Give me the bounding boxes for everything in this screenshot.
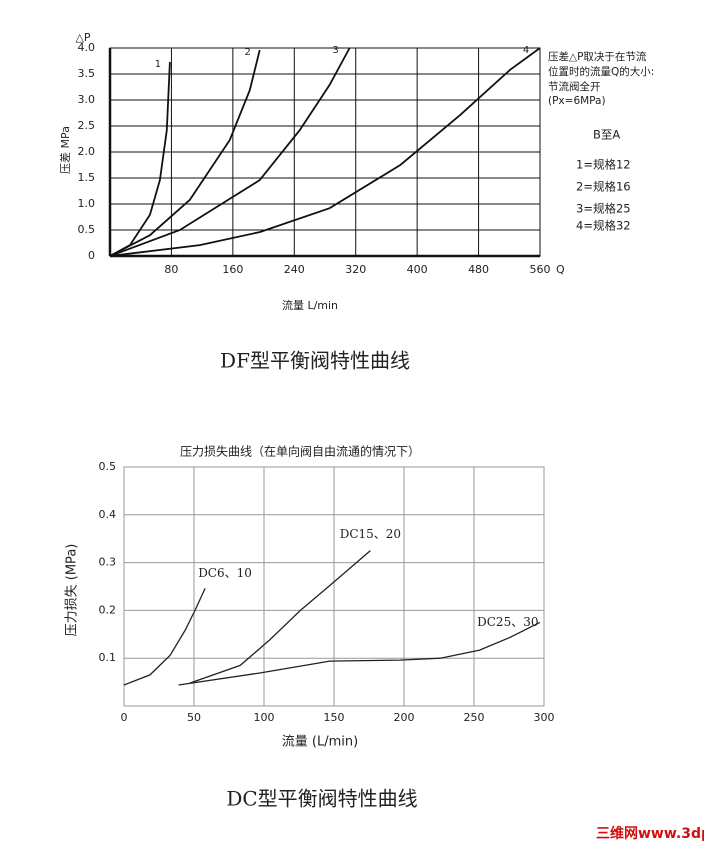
y-axis-label: 压力损失 (MPa) [65,544,80,637]
y-tick-label: 1.5 [78,171,96,184]
x-tick-label: 160 [222,263,243,276]
series-line [109,61,171,257]
x-tick-label: 50 [187,711,201,724]
y-tick-label: 2.0 [78,145,96,158]
x-tick-label: 80 [164,263,178,276]
y-tick-label: 1.0 [78,197,96,210]
annotation: 1=规格12 [576,158,631,172]
x-tick-label: 150 [324,711,345,724]
y-tick-label: 0.5 [99,460,117,473]
y-tick-label: 4.0 [78,41,96,54]
x-tick-label: 400 [407,263,428,276]
x-tick-label: 0 [121,711,128,724]
caption: DC型平衡阀特性曲线 [226,787,417,811]
caption: DF型平衡阀特性曲线 [220,349,410,373]
x-tick-label: 100 [254,711,275,724]
x-tick-label: 320 [345,263,366,276]
series-line [178,621,541,686]
series-line [109,49,261,257]
y-tick-label: 3.5 [78,67,96,80]
y-tick-label: 0.4 [99,508,117,521]
y-tick-label: 2.5 [78,119,96,132]
x-tick-label: 240 [284,263,305,276]
annotation: 2=规格16 [576,180,631,194]
annotation: 4=规格32 [576,219,631,233]
annotation: 节流阀全开 [548,80,601,93]
y-tick-label: 0 [88,249,95,262]
watermark: 三维网www.3dportal.cn [596,825,704,842]
series-line [109,47,351,257]
series-label: DC25、30 [477,615,538,629]
x-axis-label: 流量 (L/min) [282,735,358,750]
y-tick-label: 0.5 [78,223,96,236]
annotation: B至A [593,128,620,142]
y-tick-label: 0.3 [99,556,117,569]
series-label: 2 [245,47,251,58]
y-tick-label: 0.1 [99,651,117,664]
series-line [189,550,371,684]
y-tick-label: 3.0 [78,93,96,106]
annotation: 压差△P取决于在节流 [548,50,647,63]
x-tick-label: 200 [394,711,415,724]
series-label: 3 [332,45,338,56]
series-label: DC15、20 [340,527,401,541]
annotation: (Px=6MPa) [548,95,606,107]
x-unit-label: Q [556,263,565,276]
y-axis-label: 压差 MPa [58,126,72,174]
chart-title: 压力损失曲线（在单向阀自由流通的情况下） [180,444,420,459]
series-line [109,47,541,257]
series-label: DC6、10 [198,566,252,580]
annotation: 位置时的流量Q的大小: [548,65,654,78]
series-line [123,588,206,686]
y-tick-label: 0.2 [99,603,117,616]
x-axis-label: 流量 L/min [282,298,338,312]
x-tick-label: 480 [468,263,489,276]
x-tick-label: 300 [534,711,555,724]
y-unit-label: △P [75,31,90,44]
annotation: 3=规格25 [576,202,631,216]
series-label: 4 [523,45,529,56]
x-tick-label: 250 [464,711,485,724]
x-tick-label: 560 [530,263,551,276]
series-label: 1 [155,59,161,70]
